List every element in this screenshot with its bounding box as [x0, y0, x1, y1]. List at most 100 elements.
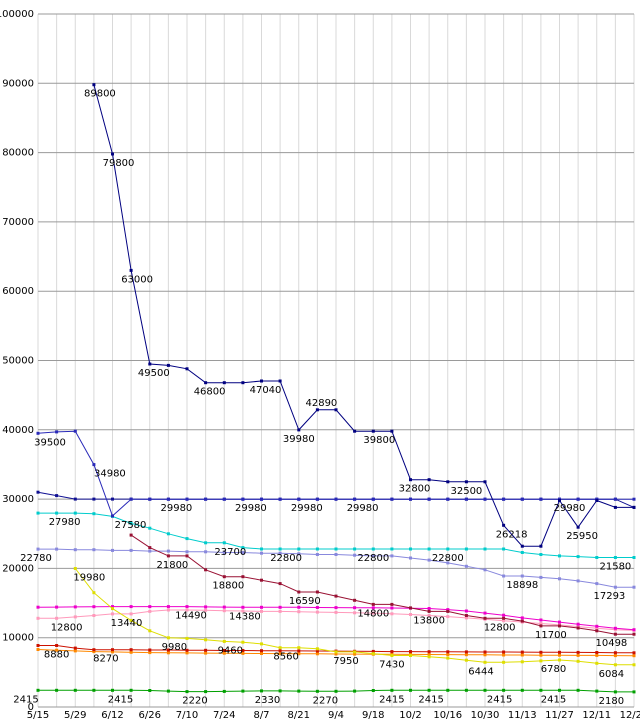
series-line-navy: [93, 84, 634, 547]
data-point-pink: [260, 609, 263, 613]
data-point-cyan: [390, 547, 394, 551]
data-point-periwinkle: [371, 554, 375, 558]
data-point-green: [613, 690, 617, 694]
data-point-blue: [390, 497, 394, 501]
value-label-blue: 34980: [94, 469, 126, 480]
value-label-navy: 39980: [283, 434, 315, 445]
data-point-navy: [241, 381, 245, 385]
data-point-magenta: [613, 626, 617, 630]
data-point-blue: [166, 497, 170, 501]
value-label-pink: 13440: [111, 618, 143, 629]
data-point-periwinkle: [409, 556, 412, 560]
data-point-yellow: [297, 646, 301, 650]
data-point-pink: [371, 611, 375, 615]
data-point-navy: [390, 429, 394, 433]
value-label-navy: 63000: [121, 274, 153, 285]
value-label-navy: 26218: [496, 529, 528, 540]
value-label-royal: 29980: [235, 503, 267, 514]
value-label-green: 2415: [541, 694, 566, 705]
data-point-green: [353, 689, 357, 693]
data-point-green: [260, 689, 263, 693]
value-label-navy: 25950: [566, 531, 598, 542]
data-point-pink: [446, 615, 450, 619]
x-axis-label: 11/13: [508, 710, 537, 720]
data-point-periwinkle: [334, 553, 338, 556]
data-point-red: [55, 644, 59, 647]
data-point-royal: [55, 494, 59, 498]
data-point-periwinkle: [353, 553, 357, 557]
data-point-blue: [353, 497, 357, 501]
data-point-cyan: [334, 547, 338, 551]
data-point-maroon: [334, 594, 338, 598]
data-point-periwinkle: [185, 550, 189, 554]
data-point-maroon: [539, 624, 543, 628]
data-point-yellow: [446, 656, 450, 660]
value-label-cyan: 22800: [270, 553, 302, 564]
data-point-green: [148, 689, 152, 692]
data-point-periwinkle: [558, 577, 561, 581]
value-label-green: 2180: [599, 696, 624, 707]
value-label-blue: 39500: [34, 437, 66, 448]
data-point-red: [111, 648, 114, 652]
data-point-red: [539, 650, 543, 654]
data-point-blue: [334, 497, 338, 501]
data-point-periwinkle: [73, 548, 77, 552]
y-axis-label: 80000: [2, 148, 34, 159]
data-point-orange: [595, 653, 599, 657]
data-point-yellow: [241, 640, 245, 644]
x-axis-label: 7/10: [176, 710, 198, 720]
data-point-red: [483, 650, 487, 654]
x-axis-label: 10/16: [433, 710, 462, 720]
data-point-green: [632, 690, 636, 694]
data-point-magenta: [129, 605, 133, 609]
data-point-orange: [464, 653, 468, 657]
data-point-navy: [315, 408, 319, 412]
data-point-navy: [595, 499, 599, 502]
data-point-periwinkle: [446, 561, 450, 565]
data-point-periwinkle: [613, 585, 617, 589]
data-point-pink: [390, 612, 394, 616]
data-point-pink: [539, 622, 543, 625]
data-point-maroon: [427, 609, 431, 613]
data-point-red: [241, 649, 245, 652]
value-label-cyan: 23700: [214, 547, 246, 558]
data-point-orange: [185, 651, 189, 655]
data-point-cyan: [92, 512, 96, 516]
data-point-magenta: [502, 613, 506, 617]
data-point-orange: [613, 654, 617, 658]
data-point-red: [204, 648, 208, 652]
data-point-red: [260, 649, 263, 653]
data-point-pink: [409, 613, 412, 616]
data-point-maroon: [520, 619, 524, 623]
data-point-orange: [204, 651, 208, 655]
data-point-navy: [166, 363, 170, 367]
data-point-red: [36, 644, 40, 647]
data-point-red: [315, 649, 319, 653]
data-point-cyan: [148, 526, 152, 530]
data-point-navy: [204, 381, 208, 385]
data-point-orange: [241, 651, 245, 655]
data-point-periwinkle: [129, 548, 133, 552]
value-label-magenta: 14490: [175, 611, 207, 622]
data-point-cyan: [260, 547, 263, 551]
data-point-maroon: [315, 590, 319, 594]
data-point-magenta: [353, 606, 357, 610]
data-point-yellow: [334, 650, 338, 654]
data-point-red: [427, 650, 431, 654]
data-point-magenta: [576, 622, 580, 626]
value-label-navy: 46800: [194, 387, 226, 398]
value-label-green: 2330: [255, 695, 280, 706]
data-point-magenta: [446, 608, 450, 612]
data-point-blue: [464, 497, 468, 501]
data-point-navy: [278, 379, 282, 383]
data-point-magenta: [520, 616, 524, 620]
data-point-navy: [185, 367, 189, 371]
data-point-navy: [520, 544, 524, 548]
data-point-navy: [111, 152, 114, 156]
data-point-blue: [148, 497, 152, 501]
data-point-maroon: [148, 546, 152, 550]
data-point-orange: [73, 649, 77, 653]
